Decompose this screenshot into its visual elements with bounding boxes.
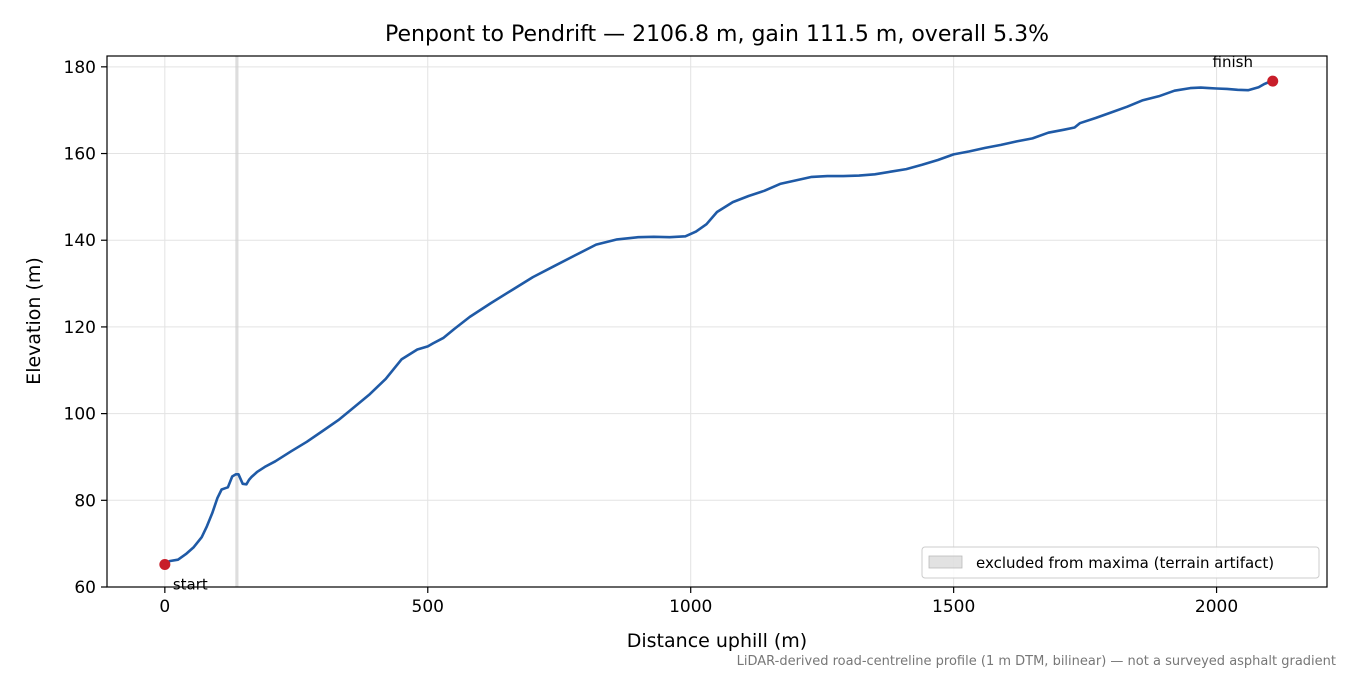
- y-axis-ticks: 60 80 100 120 140 160 180: [64, 58, 107, 598]
- legend-swatch: [928, 555, 963, 569]
- y-tick-label: 160: [64, 145, 96, 165]
- finish-marker: [1267, 75, 1279, 87]
- legend: excluded from maxima (terrain artifact): [921, 546, 1320, 579]
- footnote: LiDAR-derived road-centreline profile (1…: [737, 654, 1336, 669]
- y-tick-label: 100: [64, 405, 96, 425]
- y-tick-label: 60: [74, 578, 96, 598]
- elevation-series-line: [164, 79, 1274, 565]
- x-axis-ticks: 0 500 1000 1500 2000: [159, 587, 1238, 617]
- legend-entry-label: excluded from maxima (terrain artifact): [976, 554, 1274, 572]
- y-tick-label: 140: [64, 231, 96, 251]
- y-tick-label: 180: [64, 58, 96, 78]
- start-marker: [159, 558, 171, 570]
- x-tick-label: 2000: [1195, 597, 1238, 617]
- y-axis-label: Elevation (m): [23, 257, 45, 385]
- start-label: start: [173, 575, 208, 593]
- legend-box: [921, 546, 1320, 579]
- x-tick-label: 0: [159, 597, 170, 617]
- endpoint-markers: start finish: [159, 53, 1279, 593]
- chart-title: Penpont to Pendrift — 2106.8 m, gain 111…: [385, 22, 1049, 47]
- plot-frame: [106, 55, 1328, 588]
- x-tick-label: 500: [412, 597, 444, 617]
- x-axis-label: Distance uphill (m): [627, 630, 807, 652]
- excluded-band-layer: [235, 56, 239, 587]
- grid: [107, 56, 1327, 588]
- x-tick-label: 1500: [932, 597, 975, 617]
- series-layer: [164, 79, 1274, 565]
- finish-label: finish: [1213, 53, 1253, 71]
- y-tick-label: 80: [74, 491, 96, 511]
- excluded-band: [235, 56, 239, 587]
- y-tick-label: 120: [64, 318, 96, 338]
- x-tick-label: 1000: [669, 597, 712, 617]
